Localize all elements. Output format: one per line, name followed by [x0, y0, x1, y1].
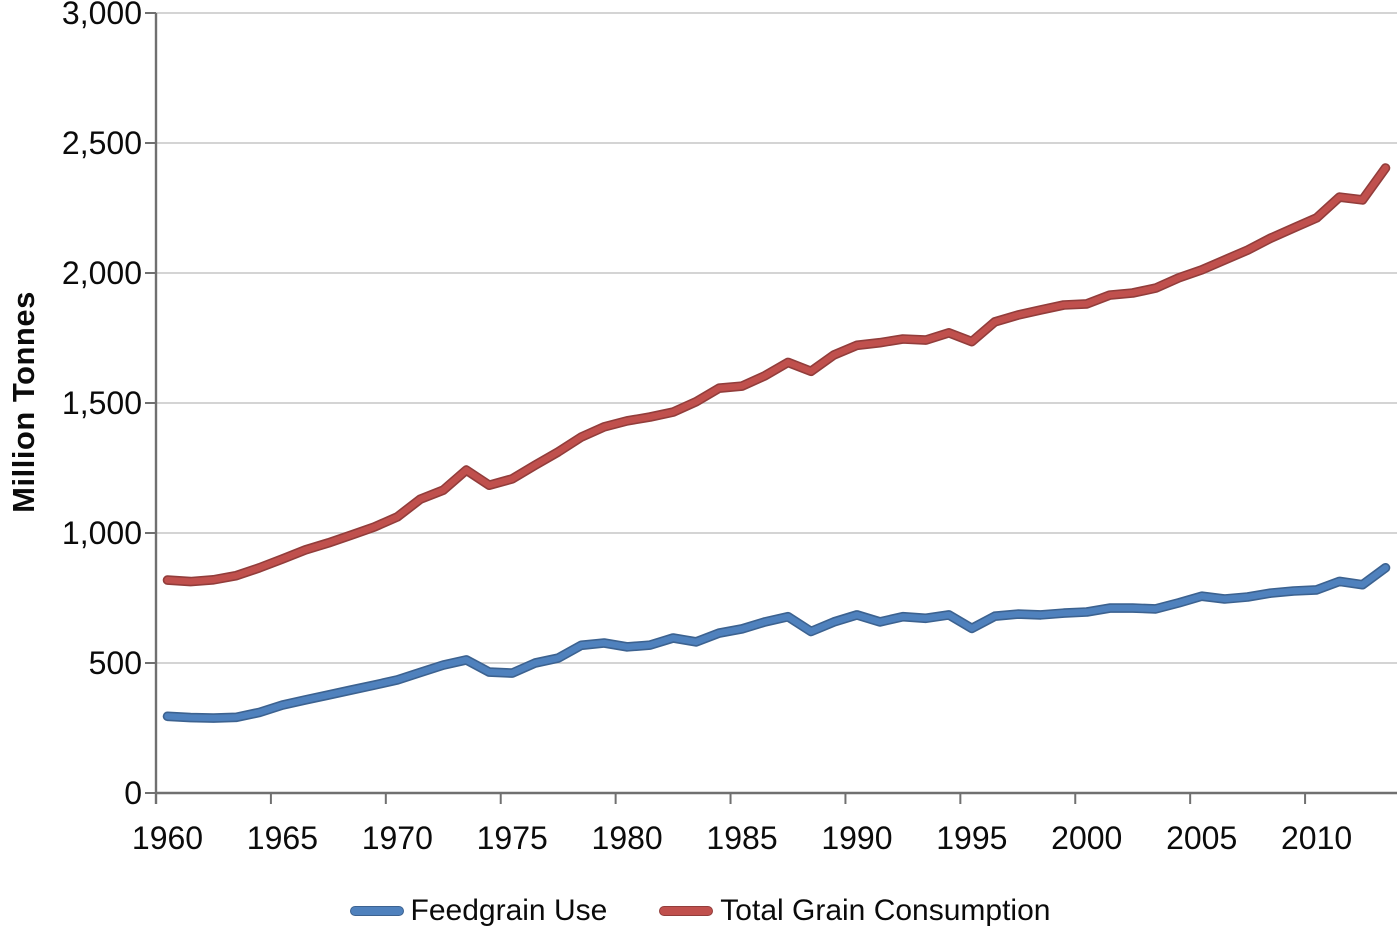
legend-item-feedgrain-use: Feedgrain Use	[349, 894, 608, 928]
x-tick-label: 1985	[706, 820, 777, 856]
y-tick-label: 2,000	[62, 255, 142, 291]
x-tick-label: 1990	[821, 820, 892, 856]
total-grain-consumption-line-outline	[162, 163, 1391, 587]
y-tick-label: 500	[89, 645, 142, 681]
y-tick-label: 0	[124, 775, 142, 811]
x-tick-label: 1975	[477, 820, 548, 856]
y-tick-label: 2,500	[62, 125, 142, 161]
x-tick-label: 2010	[1281, 820, 1352, 856]
x-tick-label: 1995	[936, 820, 1007, 856]
legend: Feedgrain Use Total Grain Consumption	[0, 889, 1400, 933]
y-tick-label: 1,000	[62, 515, 142, 551]
total-grain-consumption-legend-swatch	[659, 906, 714, 916]
legend-item-total-grain-consumption: Total Grain Consumption	[659, 894, 1050, 928]
total-grain-consumption-line	[164, 164, 1389, 585]
x-tick-label: 2005	[1166, 820, 1237, 856]
x-tick-label: 1960	[132, 820, 203, 856]
x-tick-label: 1965	[247, 820, 318, 856]
y-tick-label: 3,000	[62, 0, 142, 31]
total-grain-consumption-legend-label: Total Grain Consumption	[720, 894, 1051, 927]
feedgrain-use-legend-label: Feedgrain Use	[410, 894, 608, 927]
feedgrain-use-line-outline	[162, 562, 1391, 723]
feedgrain-use-line	[164, 564, 1389, 722]
feedgrain-use-legend-swatch	[349, 906, 404, 916]
x-tick-label: 1970	[362, 820, 433, 856]
x-tick-label: 2000	[1051, 820, 1122, 856]
y-tick-label: 1,500	[62, 385, 142, 421]
y-axis-title: Million Tonnes	[6, 291, 41, 513]
x-tick-label: 1980	[592, 820, 663, 856]
